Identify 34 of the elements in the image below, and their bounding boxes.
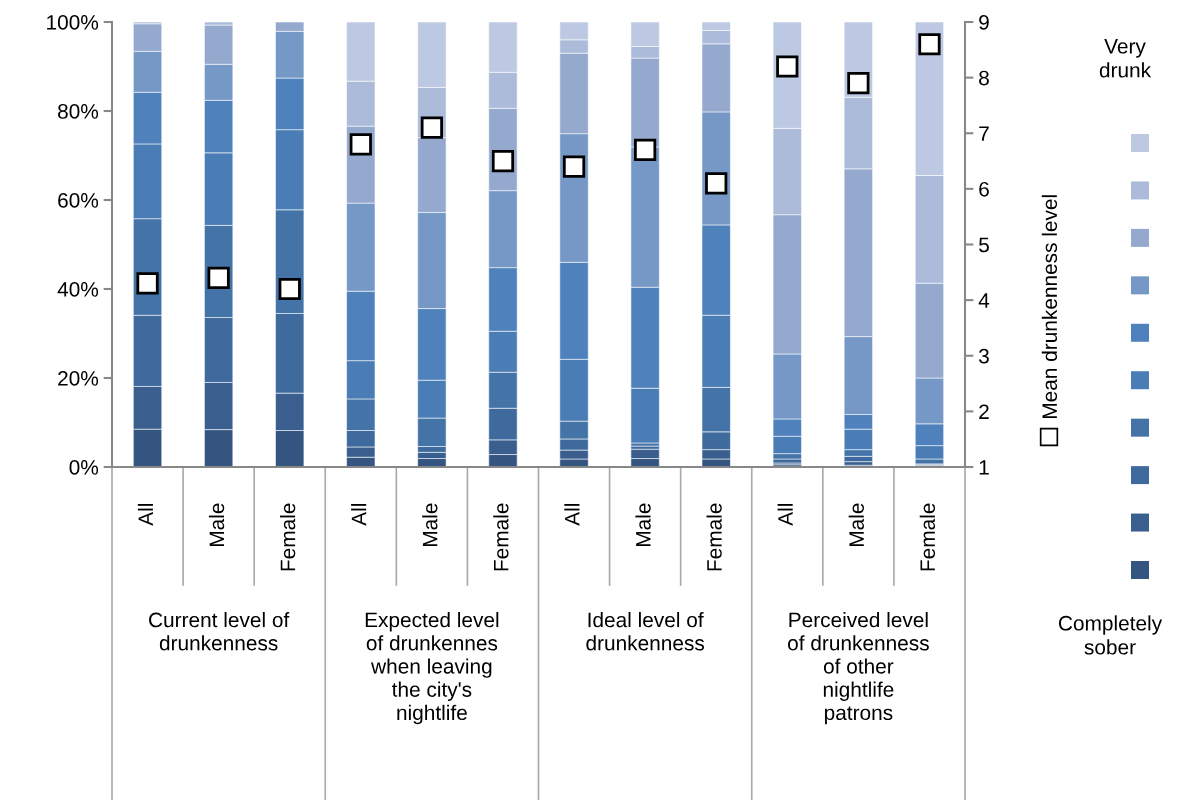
x-tick-label: Female xyxy=(706,503,722,571)
x-tick-label: Female xyxy=(280,503,296,571)
y2-tick-label: 3 xyxy=(978,348,989,364)
y2-tick-label: 1 xyxy=(979,460,989,475)
y2-tick-label: 7 xyxy=(979,126,989,141)
y-tick-label: 40% xyxy=(57,282,99,297)
x-tick-label: Male xyxy=(422,503,438,547)
text: Current level of drunkenness xyxy=(149,612,290,651)
x-tick-label: All xyxy=(137,503,153,526)
x-tick-label: Male xyxy=(635,503,651,547)
x-tick-label: All xyxy=(351,503,367,526)
x-tick-label: Male xyxy=(208,503,225,547)
y-tick-label: 60% xyxy=(58,193,99,208)
x-tick-label: Female xyxy=(919,503,936,571)
x-tick-label: Male xyxy=(848,503,864,547)
y2-tick-label: 6 xyxy=(979,181,989,197)
text: Ideal level of drunkenness xyxy=(586,612,705,651)
y2-axis-title: Mean drunkenness level xyxy=(1041,195,1058,418)
x-tick-label: All xyxy=(777,503,793,526)
text: Very drunk xyxy=(1099,39,1152,78)
y2-tick-label: 5 xyxy=(979,237,989,253)
text: Expected level of drunkennes when leaving the city's nightlife xyxy=(365,612,499,725)
y2-tick-label: 9 xyxy=(979,15,989,30)
y-tick-label: 20% xyxy=(58,371,99,386)
text: Perceived level of drunkenness of other nightlife patrons xyxy=(788,612,929,725)
text: Completely sober xyxy=(1058,615,1163,655)
y2-tick-label: 2 xyxy=(979,404,989,419)
y-tick-label: 80% xyxy=(58,104,99,119)
x-tick-label: All xyxy=(564,503,580,526)
y-tick-label: 0% xyxy=(69,460,99,475)
y2-tick-label: 8 xyxy=(979,70,989,86)
x-tick-label: Female xyxy=(493,503,509,571)
y-tick-label: 100% xyxy=(47,15,99,30)
y2-tick-label: 4 xyxy=(978,293,990,308)
